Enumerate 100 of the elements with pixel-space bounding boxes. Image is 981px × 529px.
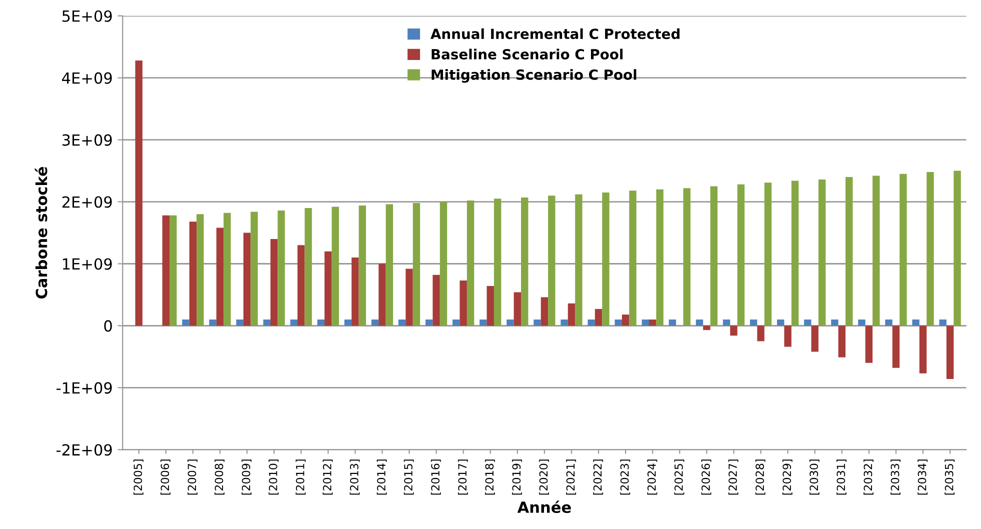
- bar: [954, 170, 961, 326]
- x-tick-label: [2029]: [782, 460, 792, 495]
- bar: [722, 320, 730, 326]
- bar: [629, 190, 636, 326]
- y-tick-label: 1E+09: [62, 258, 112, 270]
- bar: [317, 320, 325, 326]
- x-tick-label: [2017]: [458, 460, 468, 495]
- bar: [919, 326, 927, 374]
- bar: [452, 320, 460, 326]
- bar: [216, 228, 224, 326]
- bar: [304, 208, 312, 326]
- x-tick-label: [2008]: [214, 460, 224, 495]
- bar: [506, 320, 514, 326]
- y-tick-label: 5E+09: [62, 10, 112, 22]
- bar: [486, 286, 494, 326]
- x-tick-label: [2021]: [566, 460, 576, 495]
- bar: [939, 320, 946, 326]
- bar: [169, 215, 177, 326]
- bar: [568, 303, 576, 326]
- x-tick-label: [2022]: [593, 460, 604, 495]
- bar: [270, 238, 278, 326]
- bar: [594, 308, 602, 326]
- y-tick-label: 4E+09: [62, 72, 112, 84]
- bar: [696, 320, 704, 326]
- bar: [540, 297, 548, 326]
- bar: [858, 320, 866, 326]
- bar: [946, 326, 954, 380]
- x-tick-label: [2009]: [242, 460, 252, 495]
- bar: [135, 60, 142, 326]
- bar: [560, 320, 568, 326]
- bar: [263, 320, 270, 326]
- bar: [460, 280, 467, 326]
- legend-label: Mitigation Scenario C Pool: [432, 69, 636, 83]
- bar: [683, 188, 690, 326]
- y-tick-label: -2E+09: [56, 444, 112, 456]
- x-tick-label: [2016]: [430, 460, 441, 495]
- bar: [831, 320, 838, 326]
- bar: [926, 172, 934, 326]
- x-tick-label: [2007]: [188, 460, 198, 495]
- bar: [378, 264, 386, 326]
- bar: [764, 182, 772, 326]
- bar: [784, 326, 792, 347]
- x-axis-title: Année: [517, 500, 571, 514]
- bar: [703, 326, 710, 330]
- x-tick-label: [2033]: [890, 460, 901, 495]
- bar: [588, 320, 595, 326]
- y-tick-label: 3E+09: [62, 134, 112, 146]
- bar: [250, 212, 258, 326]
- x-tick-label: [2032]: [864, 460, 874, 495]
- x-tick-label: [2025]: [674, 460, 684, 495]
- bar: [162, 215, 170, 326]
- bar: [182, 320, 190, 326]
- legend-label: Annual Incremental C Protected: [430, 28, 680, 40]
- bar: [656, 189, 664, 326]
- x-tick-label: [2018]: [484, 460, 495, 495]
- bar: [412, 203, 420, 326]
- legend-label: Baseline Scenario C Pool: [432, 48, 623, 60]
- bar: [398, 320, 406, 326]
- bar: [432, 274, 440, 326]
- bar: [730, 326, 738, 336]
- x-tick-label: [2019]: [512, 460, 522, 495]
- x-tick-label: [2034]: [918, 460, 928, 495]
- bar: [912, 320, 920, 326]
- bar: [521, 197, 528, 326]
- bar: [290, 320, 298, 326]
- bar: [668, 320, 676, 326]
- y-tick-label: 2E+09: [62, 196, 112, 208]
- bar: [846, 176, 853, 326]
- bar: [865, 326, 873, 363]
- bar: [466, 200, 474, 326]
- bar: [602, 192, 610, 326]
- bar: [575, 194, 582, 326]
- bar: [838, 326, 846, 358]
- bar: [406, 268, 413, 326]
- bar: [425, 320, 433, 326]
- bar: [324, 251, 332, 326]
- x-tick-label: [2026]: [701, 460, 712, 495]
- x-tick-label: [2031]: [836, 460, 846, 495]
- bar: [872, 176, 880, 326]
- x-tick-label: [2006]: [160, 460, 170, 495]
- bar: [352, 258, 359, 326]
- x-tick-label: [2027]: [728, 460, 738, 495]
- bar: [750, 320, 758, 326]
- bar: [811, 326, 818, 352]
- bar: [494, 198, 502, 326]
- y-tick-label: -1E+09: [56, 382, 112, 394]
- bar: [548, 196, 556, 326]
- bar: [791, 180, 799, 326]
- x-tick-label: [2005]: [133, 460, 144, 495]
- bar: [622, 314, 630, 326]
- bar: [642, 320, 650, 326]
- y-axis-title: Carbone stocké: [34, 166, 48, 299]
- bar: [710, 186, 718, 326]
- x-tick-label: [2023]: [620, 460, 630, 495]
- x-tick-label: [2015]: [404, 460, 414, 495]
- bar: [757, 326, 764, 342]
- bar: [892, 326, 900, 368]
- x-tick-label: [2030]: [809, 460, 820, 495]
- bar: [358, 205, 366, 326]
- bar: [818, 179, 826, 326]
